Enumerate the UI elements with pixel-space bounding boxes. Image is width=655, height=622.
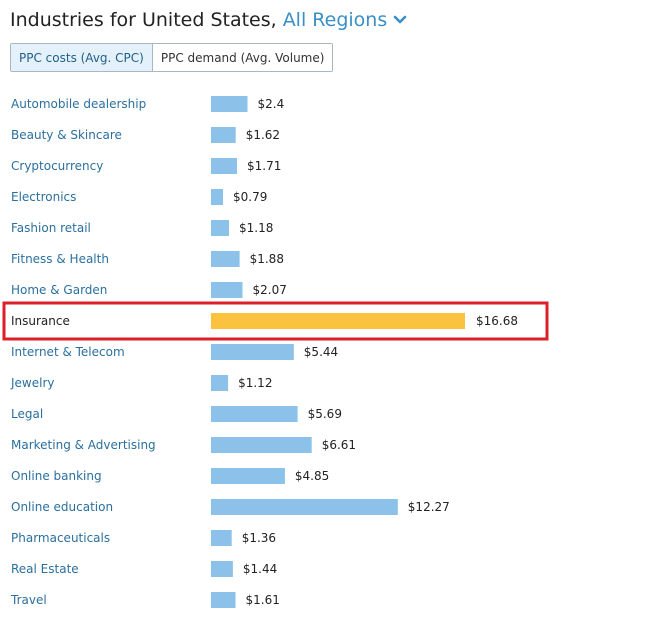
- ppc-costs-tab[interactable]: PPC costs (Avg. CPC): [11, 44, 152, 71]
- bar-marketing-and-advertising[interactable]: [211, 437, 312, 453]
- bar-internet-and-telecom[interactable]: [211, 344, 294, 360]
- category-label-legal[interactable]: Legal: [11, 407, 43, 421]
- category-label-fashion-retail[interactable]: Fashion retail: [11, 221, 91, 235]
- category-label-jewelry[interactable]: Jewelry: [10, 376, 55, 390]
- value-label-online-education: $12.27: [408, 500, 450, 514]
- category-label-home-and-garden[interactable]: Home & Garden: [11, 283, 107, 297]
- bar-insurance[interactable]: [211, 313, 465, 329]
- value-label-real-estate: $1.44: [243, 562, 277, 576]
- value-label-home-and-garden: $2.07: [253, 283, 287, 297]
- bar-fashion-retail[interactable]: [211, 220, 229, 236]
- bar-home-and-garden[interactable]: [211, 282, 243, 298]
- value-label-automobile-dealership: $2.4: [258, 97, 285, 111]
- value-label-cryptocurrency: $1.71: [247, 159, 281, 173]
- value-label-electronics: $0.79: [233, 190, 267, 204]
- category-label-internet-and-telecom[interactable]: Internet & Telecom: [11, 345, 125, 359]
- ppc-demand-tab[interactable]: PPC demand (Avg. Volume): [151, 44, 333, 71]
- category-label-online-banking[interactable]: Online banking: [11, 469, 102, 483]
- category-label-insurance[interactable]: Insurance: [11, 314, 70, 328]
- page-title: Industries for United States,: [10, 9, 277, 31]
- bar-fitness-and-health[interactable]: [211, 251, 240, 267]
- bar-jewelry[interactable]: [211, 375, 229, 391]
- bar-pharmaceuticals[interactable]: [211, 530, 232, 546]
- value-label-jewelry: $1.12: [238, 376, 272, 390]
- bar-online-education[interactable]: [211, 499, 398, 515]
- highlight-box: [2, 301, 549, 341]
- category-label-automobile-dealership[interactable]: Automobile dealership: [11, 97, 146, 111]
- value-label-legal: $5.69: [308, 407, 342, 421]
- category-label-beauty-and-skincare[interactable]: Beauty & Skincare: [11, 128, 122, 142]
- value-label-fitness-and-health: $1.88: [250, 252, 284, 266]
- bar-cryptocurrency[interactable]: [211, 158, 237, 174]
- bar-automobile-dealership[interactable]: [211, 96, 248, 112]
- bar-online-banking[interactable]: [211, 468, 285, 484]
- category-label-travel[interactable]: Travel: [10, 593, 47, 607]
- bar-beauty-and-skincare[interactable]: [211, 127, 236, 143]
- bar-legal[interactable]: [211, 406, 298, 422]
- bar-travel[interactable]: [211, 592, 236, 608]
- category-label-fitness-and-health[interactable]: Fitness & Health: [11, 252, 109, 266]
- category-label-real-estate[interactable]: Real Estate: [11, 562, 79, 576]
- value-label-insurance: $16.68: [476, 314, 518, 328]
- value-label-online-banking: $4.85: [295, 469, 329, 483]
- value-label-fashion-retail: $1.18: [239, 221, 273, 235]
- category-label-online-education[interactable]: Online education: [11, 500, 113, 514]
- page-header: Industries for United States, All Region…: [10, 6, 407, 34]
- bar-electronics[interactable]: [211, 189, 223, 205]
- category-label-electronics[interactable]: Electronics: [11, 190, 76, 204]
- category-label-pharmaceuticals[interactable]: Pharmaceuticals: [11, 531, 110, 545]
- category-label-cryptocurrency[interactable]: Cryptocurrency: [11, 159, 103, 173]
- value-label-internet-and-telecom: $5.44: [304, 345, 338, 359]
- chevron-down-icon[interactable]: [393, 15, 407, 25]
- value-label-travel: $1.61: [246, 593, 280, 607]
- region-selector[interactable]: All Regions: [282, 9, 388, 31]
- value-label-pharmaceuticals: $1.36: [242, 531, 276, 545]
- value-label-beauty-and-skincare: $1.62: [246, 128, 280, 142]
- metric-toggle: PPC costs (Avg. CPC) PPC demand (Avg. Vo…: [10, 43, 334, 72]
- bar-real-estate[interactable]: [211, 561, 233, 577]
- value-label-marketing-and-advertising: $6.61: [322, 438, 356, 452]
- category-label-marketing-and-advertising[interactable]: Marketing & Advertising: [11, 438, 156, 452]
